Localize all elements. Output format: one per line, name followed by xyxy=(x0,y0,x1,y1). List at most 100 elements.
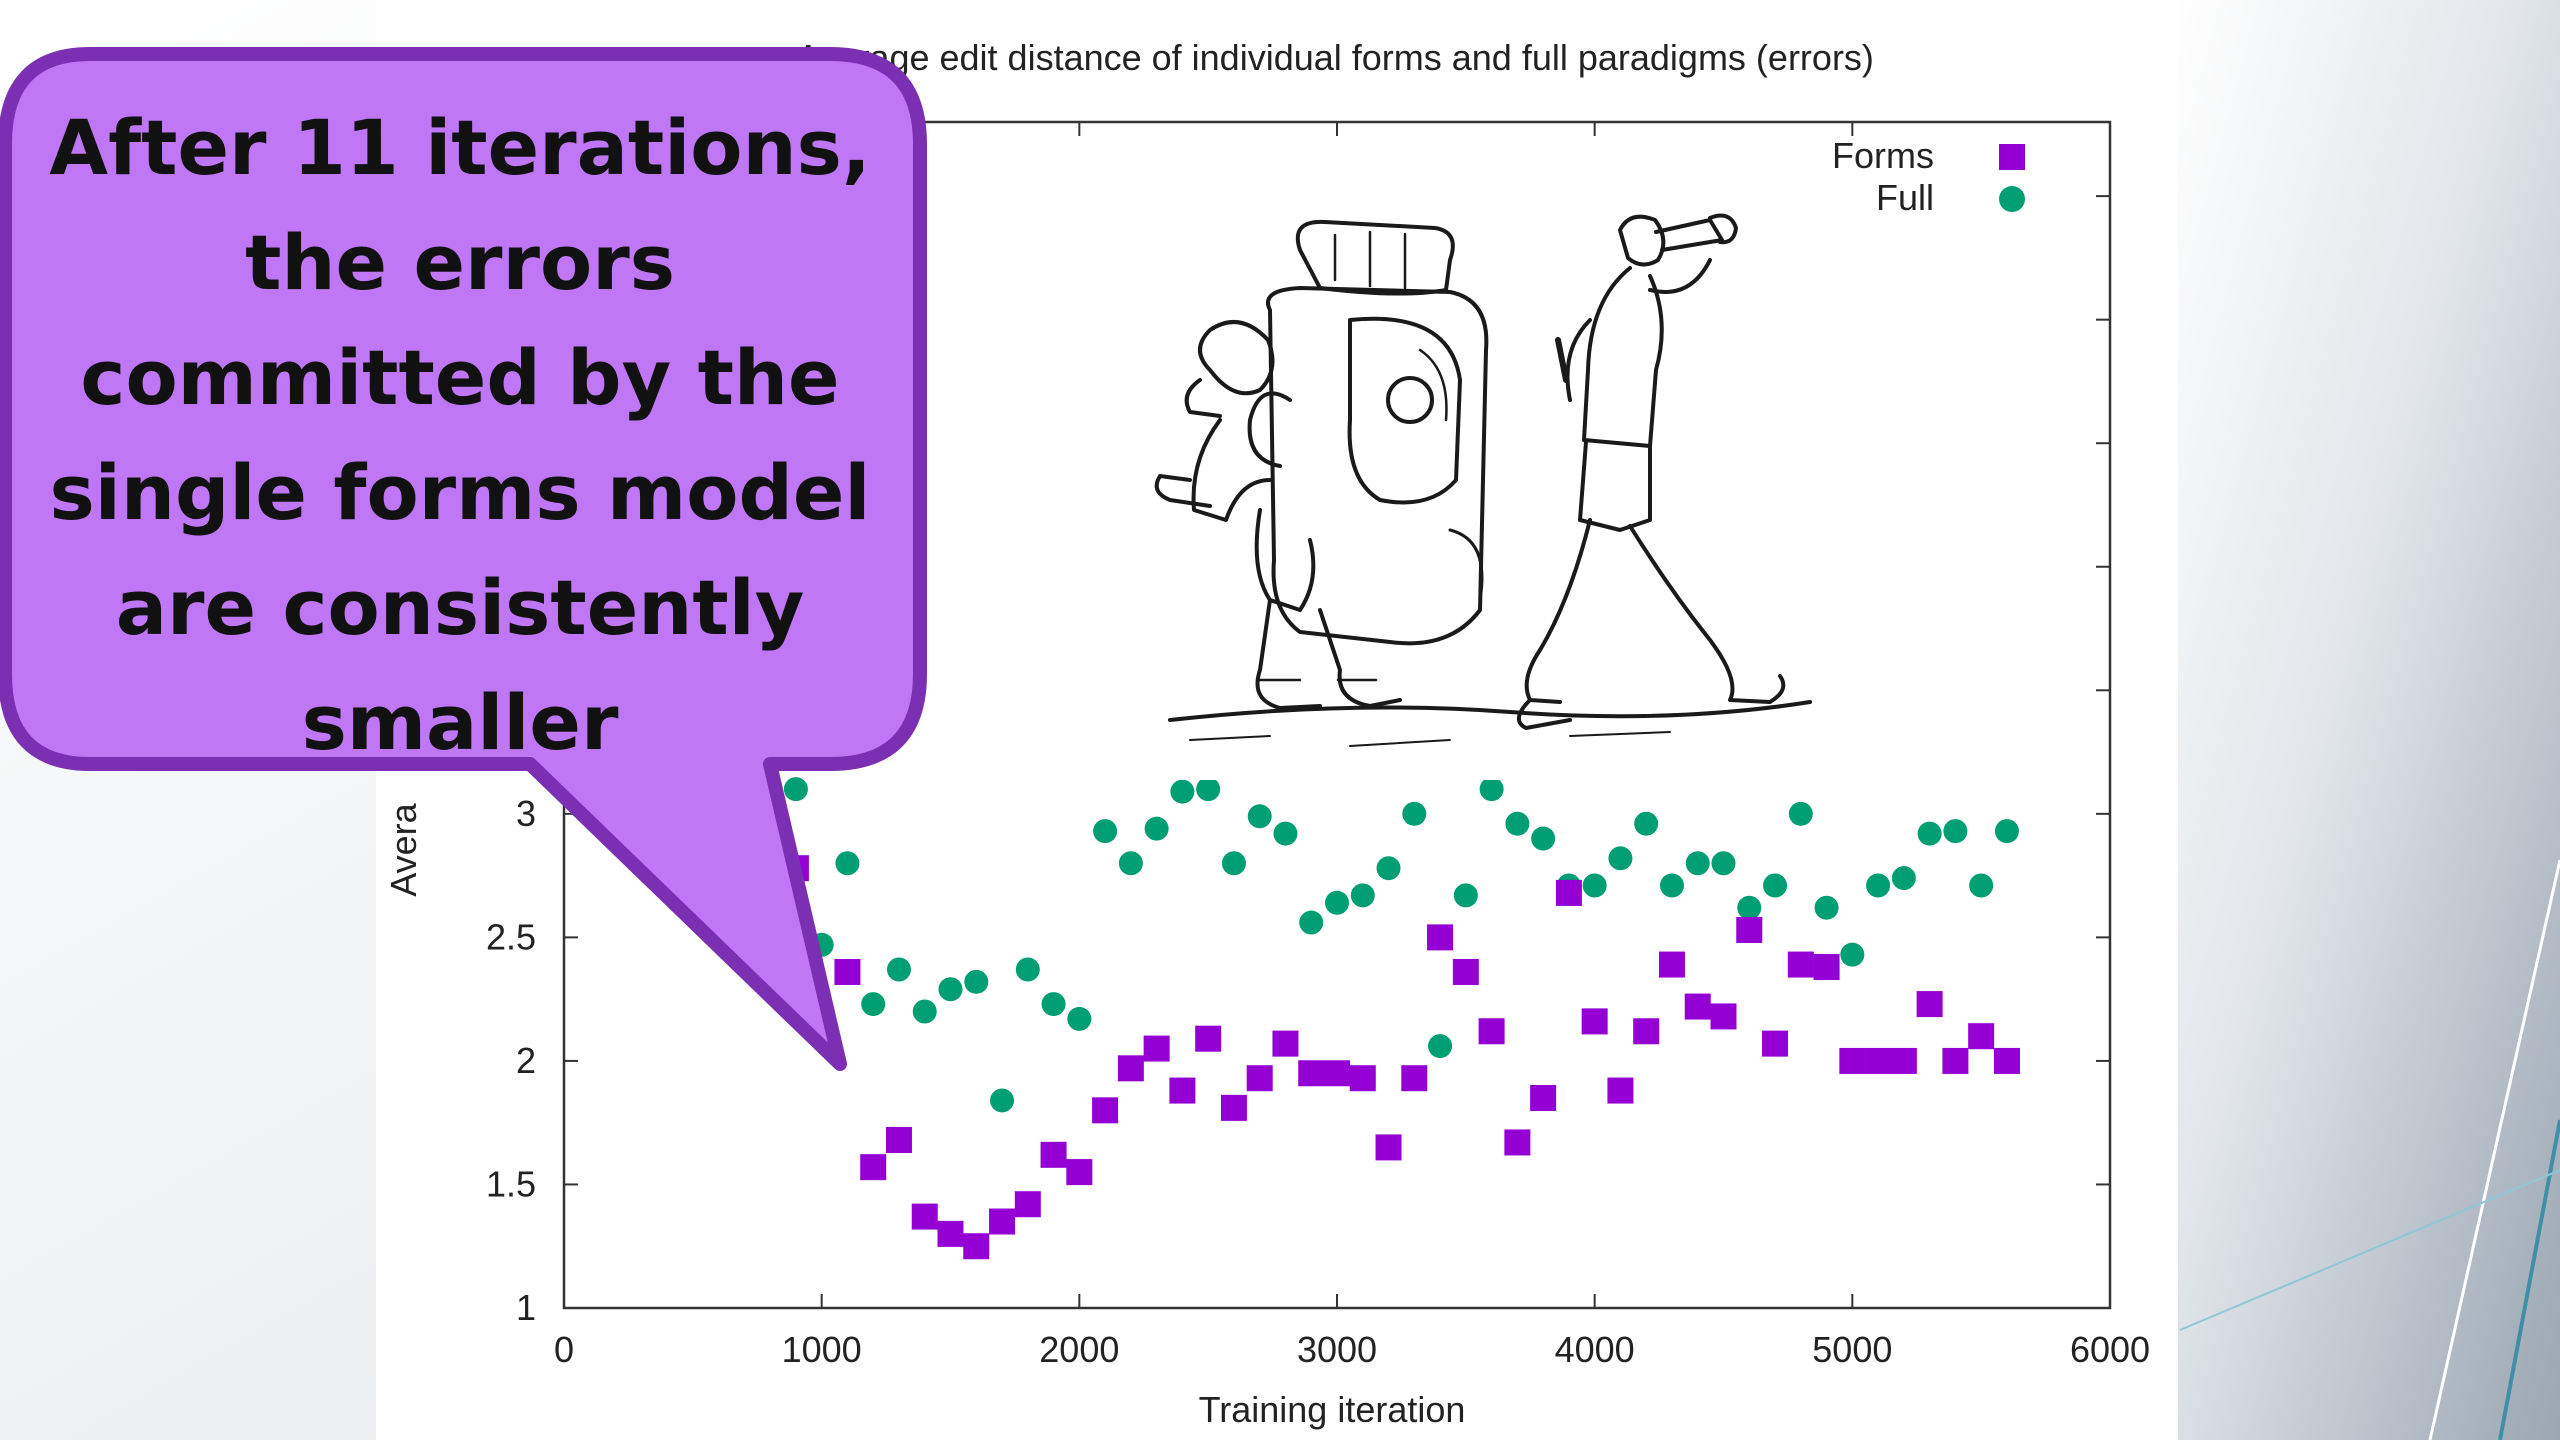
forms-point xyxy=(1530,1084,1557,1111)
legend: Forms Full xyxy=(1832,135,2025,218)
full-point xyxy=(1659,873,1684,898)
y-tick-label: 1.5 xyxy=(486,1163,536,1204)
forms-point xyxy=(1092,1097,1119,1124)
y-tick-label: 2 xyxy=(516,1040,536,1081)
forms-point xyxy=(1787,951,1814,978)
full-point xyxy=(1994,819,2019,844)
forms-point xyxy=(1916,991,1943,1018)
forms-point xyxy=(1762,1030,1789,1057)
callout-bubble xyxy=(0,47,927,1071)
forms-point xyxy=(1684,993,1711,1020)
full-point xyxy=(1685,851,1710,876)
forms-point xyxy=(1607,1077,1634,1104)
y-axis: 1 1.5 2 2.5 3 xyxy=(486,195,2110,1328)
y-tick-label: 3 xyxy=(516,793,536,834)
forms-point xyxy=(911,1203,938,1230)
full-point xyxy=(1273,821,1298,846)
forms-point xyxy=(1169,1077,1196,1104)
forms-point xyxy=(1272,1030,1299,1057)
full-point xyxy=(1479,777,1504,802)
forms-point xyxy=(1324,1060,1350,1087)
full-point xyxy=(886,957,911,982)
legend-marker-forms xyxy=(1999,144,2025,170)
forms-point xyxy=(1375,1134,1402,1161)
callout-text: After 11 iterations, the errors committe… xyxy=(49,103,871,767)
full-point xyxy=(990,1088,1015,1113)
forms-point xyxy=(937,1220,964,1247)
full-point xyxy=(1144,816,1169,841)
forms-point xyxy=(1839,1047,1866,1074)
legend-marker-full xyxy=(1999,186,2025,212)
full-point xyxy=(1711,851,1736,876)
full-point xyxy=(1402,801,1427,826)
forms-point xyxy=(1401,1065,1428,1092)
x-axis: 0 1000 2000 3000 4000 5000 6000 xyxy=(554,122,2150,1370)
forms-point xyxy=(1220,1094,1247,1121)
full-point xyxy=(1221,851,1246,876)
forms-point xyxy=(885,1126,912,1153)
forms-point xyxy=(1504,1129,1531,1156)
full-point xyxy=(1943,819,1968,844)
forms-point xyxy=(1117,1055,1144,1082)
full-point xyxy=(1170,779,1195,804)
full-point xyxy=(783,777,808,802)
forms-point xyxy=(1040,1141,1067,1168)
legend-label-full: Full xyxy=(1876,177,1934,218)
x-tick-label: 0 xyxy=(554,1329,574,1370)
full-point xyxy=(1737,895,1762,920)
full-point xyxy=(1299,910,1324,935)
callout-shape xyxy=(0,47,927,1071)
forms-point xyxy=(1195,1025,1222,1052)
full-point xyxy=(1247,804,1272,829)
forms-point xyxy=(1710,1003,1737,1030)
forms-point xyxy=(1813,954,1840,981)
full-point xyxy=(1041,992,1066,1017)
x-tick-label: 4000 xyxy=(1555,1329,1635,1370)
forms-point xyxy=(1014,1191,1041,1218)
forms-point xyxy=(989,1208,1016,1235)
forms-point xyxy=(1993,1047,2020,1074)
full-point xyxy=(1840,942,1865,967)
data-series xyxy=(782,777,2020,1260)
full-point xyxy=(938,977,963,1002)
forms-point xyxy=(1633,1018,1660,1045)
forms-point xyxy=(1452,958,1479,985)
full-point xyxy=(1376,856,1401,881)
y-axis-label: Avera xyxy=(383,802,424,896)
full-point xyxy=(1788,801,1813,826)
x-tick-label: 3000 xyxy=(1297,1329,1377,1370)
full-point xyxy=(1763,873,1788,898)
forms-point xyxy=(1066,1159,1093,1186)
full-point xyxy=(1866,873,1891,898)
full-point xyxy=(835,851,860,876)
full-point xyxy=(1453,883,1478,908)
x-axis-label: Training iteration xyxy=(1199,1389,1466,1430)
forms-point xyxy=(834,958,861,985)
forms-point xyxy=(1427,924,1454,951)
x-tick-label: 1000 xyxy=(782,1329,862,1370)
x-tick-label: 2000 xyxy=(1039,1329,1119,1370)
full-point xyxy=(1015,957,1040,982)
full-point xyxy=(1608,846,1633,871)
full-point xyxy=(964,969,989,994)
full-point xyxy=(1093,819,1118,844)
forms-point xyxy=(1581,1008,1608,1035)
full-point xyxy=(912,999,937,1024)
full-point xyxy=(1067,1006,1092,1031)
full-point xyxy=(1814,895,1839,920)
y-tick-label: 2.5 xyxy=(486,916,536,957)
x-tick-label: 5000 xyxy=(1812,1329,1892,1370)
full-point xyxy=(1634,811,1659,836)
forms-point xyxy=(1555,879,1582,906)
full-point xyxy=(861,992,886,1017)
x-tick-label: 6000 xyxy=(2070,1329,2150,1370)
full-point xyxy=(1118,851,1143,876)
full-point xyxy=(1582,873,1607,898)
forms-point xyxy=(1968,1023,1995,1050)
full-point xyxy=(1428,1034,1453,1059)
forms-point xyxy=(1246,1065,1273,1092)
full-point xyxy=(1505,811,1530,836)
forms-point xyxy=(1658,951,1685,978)
forms-point xyxy=(1865,1047,1892,1074)
